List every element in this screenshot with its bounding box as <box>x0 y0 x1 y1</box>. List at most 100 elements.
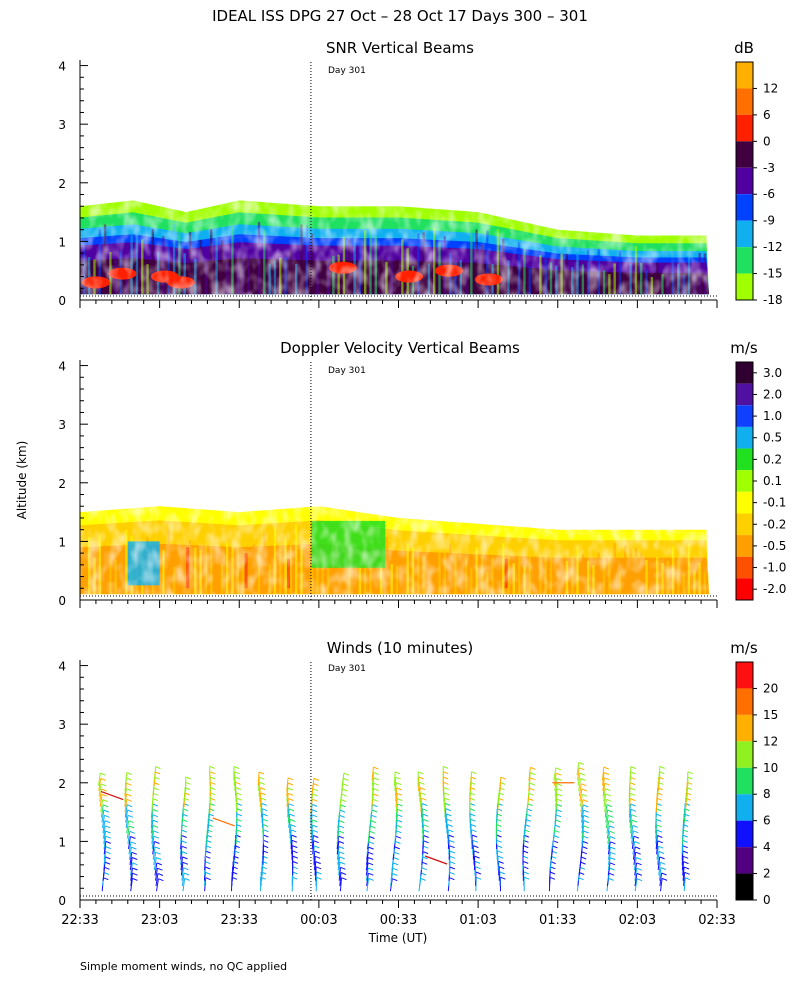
wind-barb <box>204 877 207 892</box>
wind-barb <box>633 852 637 865</box>
wind-barb-flag <box>126 777 132 781</box>
wind-barb-flag <box>155 766 161 770</box>
wind-barb-flag <box>127 814 134 818</box>
wind-barb <box>156 878 159 892</box>
wind-barb-flag <box>103 804 109 808</box>
wind-barb-flag <box>500 876 506 880</box>
wind-barb-flag <box>397 803 403 807</box>
wind-barb-flag <box>312 819 318 823</box>
wind-barb-flag <box>154 846 161 850</box>
wind-barb-flag <box>340 866 346 870</box>
figure-title: IDEAL ISS DPG 27 Oct – 28 Oct 17 Days 30… <box>212 7 588 25</box>
wind-barb <box>608 852 611 865</box>
wind-barb <box>336 846 340 860</box>
wind-barb-flag <box>656 808 662 812</box>
wind-barb <box>103 836 107 850</box>
wind-barb-flag <box>443 776 449 780</box>
wind-barb-flag <box>583 820 589 824</box>
wind-barb-flag <box>392 873 398 876</box>
wind-barb-flag <box>338 846 345 850</box>
wind-barb <box>180 846 183 860</box>
wind-barb-flag <box>184 877 190 881</box>
wind-profile <box>655 765 668 892</box>
wind-barb-flag <box>687 771 693 775</box>
wind-barb-flag <box>292 860 298 864</box>
wind-barb <box>315 866 317 881</box>
wind-profile <box>495 776 506 892</box>
wind-barb-flag <box>449 845 455 849</box>
wind-barb-flag <box>373 793 379 797</box>
wind-barb-flag <box>315 861 321 865</box>
wind-barb <box>341 773 345 786</box>
wind-barb-flag <box>236 797 242 801</box>
wind-barb <box>125 815 129 828</box>
wind-barb <box>602 777 605 792</box>
wind-barb-flag <box>289 808 295 812</box>
wind-barb-flag <box>394 851 400 855</box>
wind-barb-flag <box>582 846 588 850</box>
wind-barb-flag <box>608 877 614 881</box>
wind-barb-flag <box>579 767 585 771</box>
wind-barb <box>154 766 156 781</box>
velocity-colorbar: 3.0 2.0 1.0 0.5 0.2 0.1 -0.1 -0.2 -0.5 -1.0 -2.0 <box>735 361 786 601</box>
wind-barb-flag <box>182 861 189 865</box>
colorbar-swatch <box>736 247 753 274</box>
wind-profile <box>548 767 563 892</box>
wind-barb <box>128 841 132 855</box>
wind-barb-flag <box>579 866 586 870</box>
wind-profile <box>681 771 693 892</box>
wind-barb-flag <box>582 793 588 797</box>
wind-barb-flag <box>397 814 403 818</box>
wind-barb-flag <box>292 866 298 870</box>
wind-barb <box>576 762 580 776</box>
wind-barb-flag <box>127 809 133 813</box>
wind-barb <box>605 809 609 823</box>
velocity-field <box>80 362 717 600</box>
wind-barb-flag <box>105 851 111 855</box>
winds-panel-title: Winds (10 minutes) <box>327 639 474 657</box>
wind-barb-flag <box>423 824 429 828</box>
wind-barb-flag <box>153 787 159 791</box>
wind-barb <box>290 829 292 844</box>
wind-barb-flag <box>153 830 159 834</box>
x-tick-label: 00:33 <box>380 913 417 928</box>
wind-barb-flag <box>181 840 187 844</box>
wind-barb-flag <box>683 861 689 865</box>
wind-barb-flag <box>236 792 242 796</box>
wind-barb <box>659 872 663 886</box>
wind-profile <box>336 772 350 892</box>
wind-barb-flag <box>682 850 689 854</box>
wind-barb-flag <box>500 776 506 780</box>
wind-barb-flag <box>338 830 345 834</box>
wind-barb <box>683 877 686 892</box>
wind-barb <box>604 799 607 813</box>
wind-barb-flag <box>633 830 639 834</box>
wind-barb-flag <box>287 777 294 781</box>
wind-barb-flag <box>422 851 429 855</box>
wind-barb-flag <box>105 835 111 839</box>
wind-barb <box>554 788 558 802</box>
wind-barb-flag <box>421 872 427 876</box>
wind-barb <box>366 852 369 865</box>
wind-barb <box>553 767 557 781</box>
wind-barb-flag <box>368 851 374 855</box>
wind-barb-flag <box>339 851 345 855</box>
wind-barb-flag <box>636 878 643 882</box>
wind-barb-flag <box>236 808 242 812</box>
wind-barb <box>631 830 634 844</box>
wind-barb-flag <box>185 781 191 785</box>
wind-barb-flag <box>470 813 476 817</box>
wind-barb <box>100 804 104 818</box>
wind-barb-flag <box>369 836 375 839</box>
wind-barb <box>634 862 638 876</box>
wind-barb-flag <box>449 850 456 854</box>
wind-barb-flag <box>685 877 691 881</box>
wind-barb-flag <box>152 819 159 823</box>
wind-barb-flag <box>287 782 294 786</box>
wind-barb-flag <box>470 818 476 822</box>
wind-barb <box>126 820 130 834</box>
colorbar-label: -1.0 <box>763 561 786 575</box>
wind-barb-flag <box>205 861 211 865</box>
wind-barb <box>395 798 398 813</box>
